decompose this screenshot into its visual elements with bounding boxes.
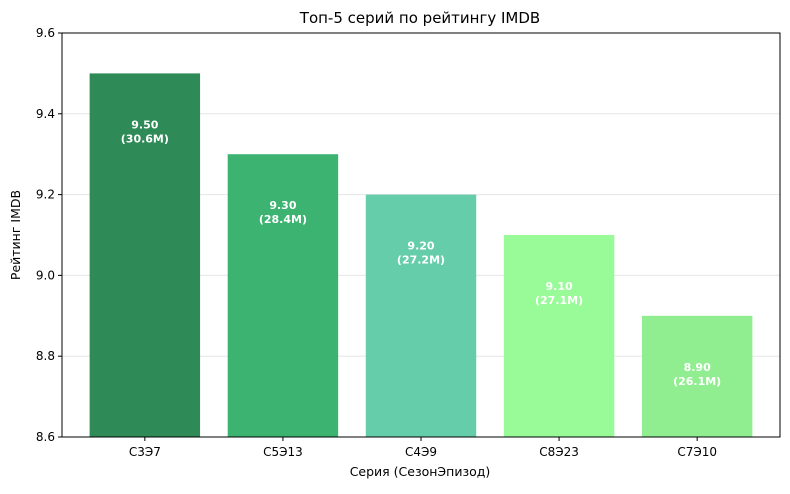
bar — [89, 73, 201, 438]
y-tick-label: 9.6 — [36, 26, 55, 40]
x-tick-label: С3Э7 — [129, 445, 161, 459]
bar-value-label: (27.2M) — [397, 254, 445, 267]
y-tick-label: 8.6 — [36, 430, 55, 444]
bar — [227, 154, 339, 437]
bar-value-label: 9.20 — [407, 240, 434, 253]
bar — [503, 235, 615, 437]
x-tick-label: С7Э10 — [677, 445, 717, 459]
y-tick-label: 8.8 — [36, 349, 55, 363]
bar — [365, 194, 477, 437]
y-tick-label: 9.4 — [36, 107, 55, 121]
x-axis-label: Серия (СезонЭпизод) — [350, 464, 491, 479]
bar-value-label: (26.1M) — [673, 375, 721, 388]
x-tick-label: С4Э9 — [405, 445, 437, 459]
bar-value-label: 9.10 — [546, 280, 573, 293]
bar — [641, 315, 753, 437]
y-axis-label: Рейтинг IMDB — [8, 190, 23, 280]
bar-value-label: (28.4M) — [259, 213, 307, 226]
bar-value-label: (30.6M) — [121, 132, 169, 145]
y-axis: 8.6 8.8 9.0 9.2 9.4 9.6 — [36, 26, 62, 444]
bar-value-label: 9.30 — [269, 199, 296, 212]
bar-value-label: (27.1M) — [535, 294, 583, 307]
y-tick-label: 9.2 — [36, 188, 55, 202]
y-tick-label: 9.0 — [36, 268, 55, 282]
x-tick-label: С8Э23 — [539, 445, 579, 459]
bar-value-label: 9.50 — [131, 118, 158, 131]
bar-labels: 9.50(30.6M) 9.30(28.4M) 9.20(27.2M) 9.10(27… — [121, 118, 721, 387]
x-axis: С3Э7 С5Э13 С4Э9 С8Э23 С7Э10 — [129, 437, 717, 459]
x-tick-label: С5Э13 — [263, 445, 303, 459]
bar-value-label: 8.90 — [684, 361, 711, 374]
chart-title: Топ-5 серий по рейтингу IMDB — [299, 9, 540, 27]
bars — [89, 73, 753, 438]
